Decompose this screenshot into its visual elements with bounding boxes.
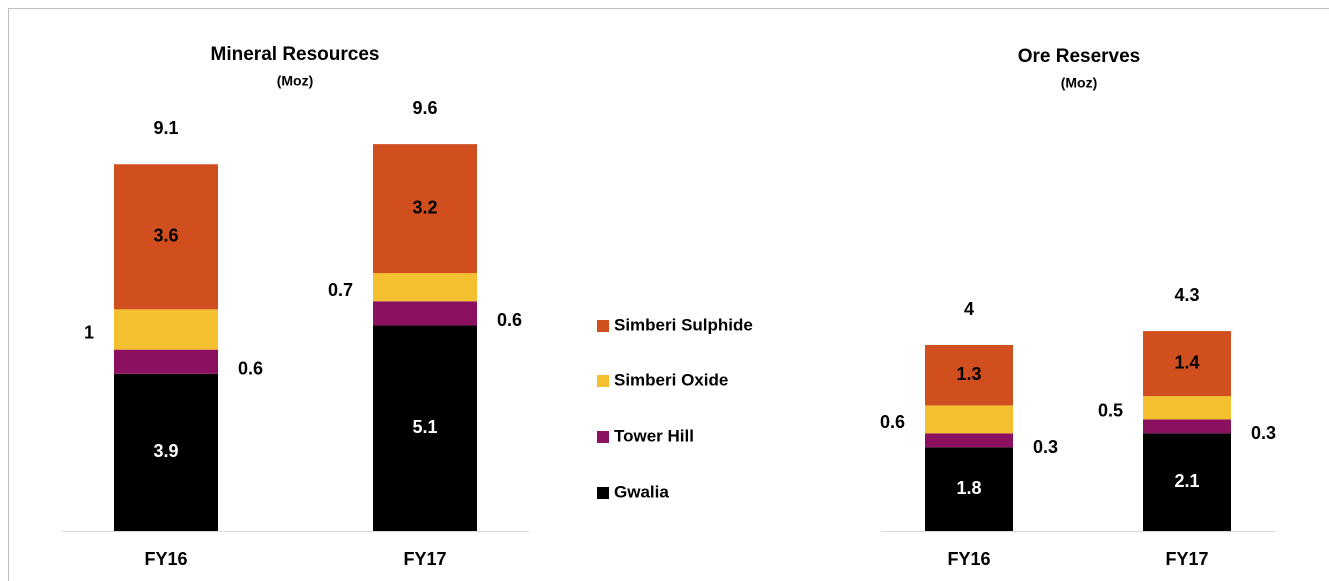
value-label: 2.1 <box>1174 471 1199 491</box>
bar-segment <box>114 373 218 531</box>
value-label: 3.2 <box>412 197 437 217</box>
legend-swatch <box>597 431 609 443</box>
legend-swatch <box>597 487 609 499</box>
value-label: 5.1 <box>412 417 437 437</box>
total-label: 4 <box>964 299 974 319</box>
chart-subtitle: (Moz) <box>1061 75 1098 91</box>
bar-segment <box>1143 419 1231 434</box>
bar-segment <box>373 325 477 531</box>
value-label: 0.6 <box>880 412 905 432</box>
value-label: 3.9 <box>153 441 178 461</box>
bar-segment <box>925 405 1013 434</box>
chart-title: Ore Reserves <box>1018 46 1141 67</box>
value-label: 1.3 <box>956 364 981 384</box>
legend-label: Simberi Oxide <box>614 370 728 389</box>
legend-label: Simberi Sulphide <box>614 315 753 334</box>
x-tick-label: FY17 <box>403 549 446 569</box>
bar-segment <box>925 447 1013 531</box>
value-label: 1.4 <box>1174 352 1199 372</box>
legend-label: Tower Hill <box>614 426 694 445</box>
total-label: 4.3 <box>1174 285 1199 305</box>
bar-segment <box>373 273 477 302</box>
bar-segment <box>925 433 1013 448</box>
total-label: 9.6 <box>412 98 437 118</box>
value-label: 0.6 <box>238 358 263 378</box>
legend-swatch <box>597 375 609 387</box>
legend-label: Gwalia <box>614 482 669 501</box>
bar-segment <box>114 164 218 310</box>
legend-swatch <box>597 320 609 332</box>
value-label: 0.7 <box>328 280 353 300</box>
chart-title: Mineral Resources <box>211 44 380 65</box>
value-label: 0.3 <box>1251 423 1276 443</box>
bar-segment <box>373 301 477 326</box>
bar-segment <box>114 309 218 350</box>
value-label: 3.6 <box>153 226 178 246</box>
bar-segment <box>114 349 218 374</box>
bar-segment <box>373 144 477 274</box>
bar-segment <box>1143 433 1231 531</box>
x-tick-label: FY17 <box>1165 549 1208 569</box>
value-label: 1 <box>84 322 94 342</box>
bar-segment <box>925 345 1013 406</box>
bar-segment <box>1143 331 1231 397</box>
total-label: 9.1 <box>153 118 178 138</box>
value-label: 0.3 <box>1033 437 1058 457</box>
x-tick-label: FY16 <box>144 549 187 569</box>
value-label: 0.6 <box>497 310 522 330</box>
value-label: 0.5 <box>1098 401 1123 421</box>
bar-segment <box>1143 396 1231 420</box>
chart-subtitle: (Moz) <box>277 73 314 89</box>
value-label: 1.8 <box>956 478 981 498</box>
x-tick-label: FY16 <box>947 549 990 569</box>
frame <box>8 8 1329 581</box>
